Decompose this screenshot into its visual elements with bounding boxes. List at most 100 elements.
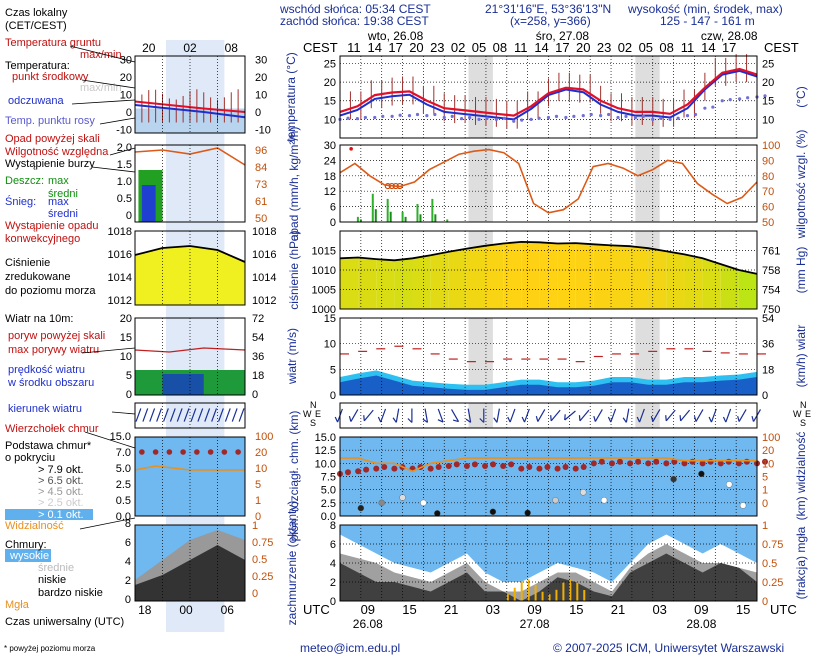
- fog-bar: [513, 587, 516, 601]
- legend-leader-line: [81, 347, 136, 354]
- precip-tick: 6: [330, 202, 336, 214]
- pressure-mmhg-tick: 758: [762, 265, 780, 277]
- legend-wind-tick: 15: [120, 332, 132, 344]
- cloud-base-dot: [580, 489, 587, 496]
- legend-temp-tick-right: 10: [255, 90, 267, 102]
- pressure-area: [539, 242, 558, 309]
- utc-day: 28.08: [686, 617, 716, 631]
- dew-point-dot: [433, 112, 437, 117]
- wind-arrow-shaft: [523, 408, 530, 423]
- dew-point-dot: [738, 97, 742, 101]
- cest-tick: 20: [576, 40, 590, 55]
- wind-arrow: [578, 409, 590, 422]
- low-clouds-area: [340, 553, 757, 601]
- panel-frame: [339, 402, 758, 429]
- dew-point-dot: [537, 116, 541, 120]
- pressure-mmhg-tick: 750: [762, 304, 780, 316]
- email-link[interactable]: meteo@icm.edu.pl: [300, 641, 401, 655]
- coords-text: 21°31'16"E, 53°36'13"N: [485, 2, 612, 16]
- fog-tick: 1: [762, 520, 768, 532]
- cest-tick: 14: [534, 40, 548, 55]
- cloud-base-dot: [739, 502, 747, 509]
- legend-wind-arrow: [142, 408, 149, 422]
- wind-arrow: [708, 408, 717, 423]
- cloud-top-dot: [562, 464, 569, 471]
- cloud-base-dot: [357, 504, 365, 512]
- wind-axis-label-right: (km/h) wiatr: [794, 325, 808, 388]
- legend-wind-tick: 5: [126, 370, 132, 382]
- dew-point-dot: [346, 116, 350, 120]
- wind-arrow: [493, 408, 500, 423]
- precip-tick: 18: [324, 171, 336, 183]
- cloud-top-dot: [663, 460, 670, 467]
- pressure-area: [394, 258, 413, 309]
- legend-text: Wystąpienie opadu: [5, 220, 98, 232]
- legend-leader-line: [69, 45, 136, 63]
- legend-temp-tick-right: 30: [255, 55, 267, 67]
- legend-cloud-top-dot: [152, 449, 159, 455]
- legend-cloud-top-dot: [207, 449, 214, 455]
- humidity-tick: 70: [762, 186, 774, 198]
- utc-tick: 09: [361, 602, 375, 617]
- fog-bar: [548, 594, 551, 601]
- wind-arrow: [451, 409, 460, 423]
- legend-text: średni: [48, 208, 78, 220]
- wind-arrow: [377, 408, 387, 423]
- legend-text: max: [48, 175, 69, 187]
- dew-point-dot: [746, 96, 750, 100]
- cest-tick: 23: [430, 40, 444, 55]
- clouds-tick: 8: [330, 520, 336, 532]
- wind-arrow-barb: [751, 415, 755, 422]
- legend-pressure-tick: 1016: [108, 249, 132, 261]
- legend-temp-tick: 10: [120, 90, 132, 102]
- cloud-top-dot: [518, 465, 525, 472]
- panel-frame: [339, 524, 758, 602]
- legend-humidity-tick: 50: [255, 213, 267, 225]
- cloud-base-dot: [378, 499, 385, 507]
- grid-text: (x=258, y=366): [510, 14, 591, 28]
- legend-pressure-tick-right: 1018: [252, 226, 276, 238]
- pressure-tick: 1010: [312, 265, 336, 277]
- legend-text: w środku obszaru: [7, 377, 94, 389]
- pressure-area: [666, 251, 685, 309]
- legend-cest-tick: 02: [183, 41, 197, 55]
- rain-max-bar: [371, 193, 374, 222]
- cloud-top-dot: [627, 460, 634, 467]
- pressure-line: [339, 240, 758, 275]
- legend-pressure-tick: 1018: [108, 226, 132, 238]
- legend-cloudbase-tick: 0.5: [116, 495, 131, 507]
- legend-cloudbase-tick: 2.5: [116, 479, 131, 491]
- wind-arrow-shaft: [594, 409, 603, 422]
- legend-utc-tick: 00: [179, 603, 193, 617]
- wind-arrow: [679, 409, 691, 422]
- wind-kmh-tick: 36: [762, 339, 774, 351]
- legend-text: bardzo niskie: [38, 587, 103, 599]
- pressure-area: [648, 248, 667, 309]
- legend-temp-tick-right: 0: [255, 107, 261, 119]
- dew-point-dot: [502, 116, 506, 120]
- cest-tick: 08: [659, 40, 673, 55]
- legend-wind-arrow: [217, 408, 224, 422]
- dew-point-dot: [494, 117, 498, 121]
- wind-arrow-shaft: [564, 410, 576, 421]
- wind-arrow: [636, 408, 645, 423]
- wind-arrow-shaft: [695, 409, 704, 422]
- wind-arrow: [479, 408, 485, 423]
- wind-arrow-barb: [437, 419, 444, 423]
- dew-point-dot: [460, 117, 464, 121]
- utc-tick: 09: [527, 602, 541, 617]
- dew-point-dot: [572, 114, 576, 118]
- cloud-top-dot: [526, 464, 533, 471]
- legend-wind-arrow: [183, 408, 190, 422]
- legend-leader-line: [111, 411, 136, 415]
- humidity-tick: 80: [762, 171, 774, 183]
- legend-text: max/min: [80, 82, 122, 94]
- legend-arrow-shaft: [183, 408, 190, 422]
- legend-text: Czas uniwersalny (UTC): [5, 616, 124, 628]
- cloud-base-dot: [600, 497, 608, 504]
- wind-arrow-shaft: [467, 408, 472, 423]
- legend-text: Deszcz:: [5, 175, 44, 187]
- cloud-top-dot: [717, 460, 724, 467]
- legend-wind-arrow: [190, 408, 197, 422]
